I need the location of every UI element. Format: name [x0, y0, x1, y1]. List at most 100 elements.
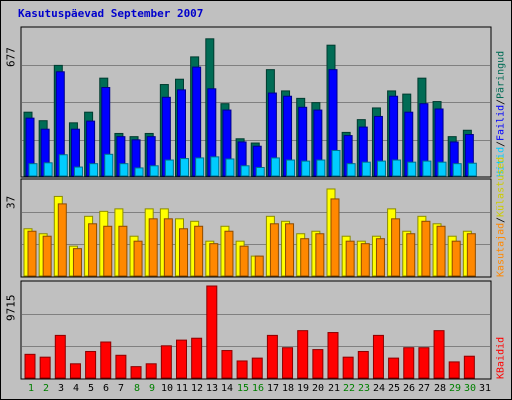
x-tick-label: 28: [433, 383, 447, 394]
bar-hits-day-10: [164, 159, 174, 177]
bar-sites-day-9: [148, 218, 158, 277]
x-tick-label: 29: [448, 383, 462, 394]
x-tick-label: 21: [327, 383, 341, 394]
bar-hits-day-3: [58, 154, 68, 177]
x-tick-label: 19: [296, 383, 310, 394]
x-tick-label: 10: [160, 383, 174, 394]
x-tick-label: 25: [387, 383, 401, 394]
bar-kbytes-day-9: [145, 363, 157, 379]
x-tick-label: 16: [251, 383, 265, 394]
legend-sep: /: [495, 140, 507, 147]
bar-hits-day-28: [437, 161, 447, 177]
bar-kbytes-day-10: [160, 345, 172, 379]
bar-kbytes-day-2: [39, 356, 51, 379]
bar-hits-day-27: [422, 160, 432, 177]
bar-kbytes-day-14: [221, 350, 233, 379]
x-tick-label: 11: [175, 383, 189, 394]
bar-sites-day-22: [345, 240, 355, 277]
bar-sites-day-20: [315, 233, 325, 277]
bar-hits-day-18: [286, 159, 296, 177]
bar-kbytes-day-19: [297, 330, 309, 379]
bar-sites-day-2: [42, 235, 52, 277]
bar-hits-day-15: [240, 165, 250, 177]
ymax-label-top: 677: [4, 47, 18, 67]
x-tick-label: 22: [342, 383, 356, 394]
bar-hits-day-6: [104, 153, 114, 177]
x-tick-label: 23: [357, 383, 371, 394]
bar-kbytes-day-21: [327, 332, 339, 379]
bar-hits-day-2: [43, 162, 53, 177]
bar-kbytes-day-3: [54, 334, 66, 379]
bar-kbytes-day-11: [176, 339, 187, 379]
bar-sites-day-17: [269, 223, 279, 277]
bar-kbytes-day-13: [206, 285, 218, 379]
bar-sites-day-8: [133, 240, 143, 277]
bar-hits-day-4: [73, 166, 83, 177]
bar-kbytes-day-24: [372, 334, 384, 379]
bar-hits-day-22: [346, 163, 356, 177]
bar-hits-day-8: [134, 167, 144, 177]
bar-sites-day-19: [300, 238, 310, 277]
panel-top: [20, 26, 492, 178]
x-tick-label: 13: [205, 383, 219, 394]
bar-sites-day-21: [330, 198, 340, 277]
bar-hits-day-12: [195, 157, 205, 177]
bar-kbytes-day-15: [236, 360, 248, 379]
bar-kbytes-day-16: [251, 357, 263, 379]
bar-hits-day-24: [376, 160, 386, 177]
legend-top: Hitid / Failid / Päringud: [494, 27, 508, 177]
legend-visits: Külastused: [495, 156, 507, 217]
x-tick-label: 24: [372, 383, 386, 394]
bar-hits-day-14: [225, 158, 235, 177]
bar-sites-day-23: [360, 243, 370, 277]
bar-hits-day-21: [331, 149, 341, 177]
x-tick-label: 26: [402, 383, 416, 394]
x-tick-label: 4: [72, 383, 80, 394]
bar-sites-day-5: [88, 223, 98, 277]
x-tick-label: 27: [417, 383, 431, 394]
bar-hits-day-29: [452, 163, 462, 177]
bar-sites-day-29: [451, 240, 461, 277]
x-tick-label: 5: [87, 383, 95, 394]
bar-sites-day-4: [72, 248, 82, 277]
bar-kbytes-day-25: [388, 357, 400, 379]
bar-kbytes-day-22: [342, 356, 354, 379]
bar-kbytes-day-26: [403, 347, 415, 379]
chart-title: Kasutuspäevad September 2007: [18, 7, 204, 20]
x-tick-label: 2: [42, 383, 50, 394]
bar-sites-day-7: [118, 225, 128, 277]
bar-kbytes-day-17: [266, 334, 278, 379]
bar-sites-day-11: [179, 228, 188, 277]
bar-hits-day-9: [149, 165, 159, 177]
bar-sites-day-16: [254, 255, 264, 277]
legend-bottom: KBaidid: [494, 281, 508, 379]
x-tick-label: 6: [102, 383, 110, 394]
bar-kbytes-day-5: [85, 350, 97, 379]
bar-sites-day-1: [27, 230, 37, 277]
x-tick-label: 1: [27, 383, 35, 394]
bar-sites-day-3: [57, 203, 67, 277]
ymax-label-middle: 37: [4, 195, 18, 209]
bar-kbytes-day-7: [115, 354, 127, 379]
legend-middle: Kasutajad / Külastused: [494, 157, 508, 277]
bar-sites-day-25: [391, 218, 401, 277]
bar-sites-day-30: [466, 233, 476, 277]
bar-kbytes-day-8: [130, 366, 142, 379]
bar-sites-day-24: [375, 238, 385, 277]
legend-pages: Päringud: [495, 50, 507, 99]
bar-kbytes-day-23: [357, 350, 369, 379]
x-tick-label: 9: [148, 383, 156, 394]
bar-sites-day-12: [194, 225, 204, 277]
x-tick-label: 20: [311, 383, 325, 394]
panel-bottom: [20, 280, 492, 380]
panel-middle: [20, 178, 492, 278]
x-tick-label: 30: [463, 383, 477, 394]
bar-sites-day-13: [209, 243, 219, 277]
bar-kbytes-day-6: [100, 341, 112, 379]
bar-kbytes-day-20: [312, 349, 324, 379]
bar-hits-day-19: [301, 160, 311, 177]
bar-sites-day-27: [421, 220, 431, 277]
bar-hits-day-17: [270, 157, 280, 177]
bar-sites-day-15: [239, 245, 249, 277]
bar-hits-day-23: [361, 161, 371, 177]
